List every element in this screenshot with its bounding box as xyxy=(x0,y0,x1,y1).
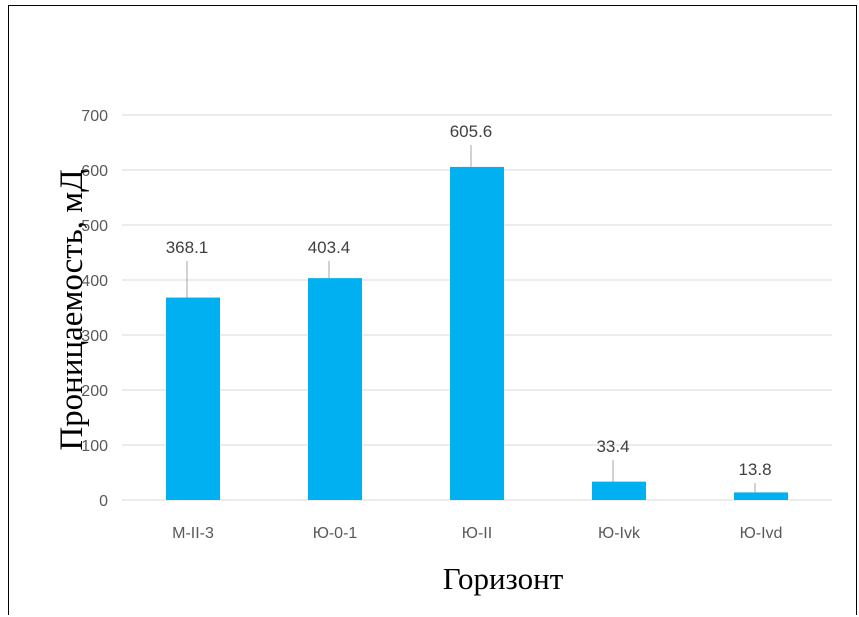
data-label: 33.4 xyxy=(596,437,629,456)
x-tick-label: Ю-Ivk xyxy=(598,525,641,542)
y-tick-label: 500 xyxy=(81,218,108,235)
data-label: 605.6 xyxy=(450,122,493,141)
leader-lines xyxy=(186,145,756,493)
x-tick-label: Ю-II xyxy=(462,525,492,542)
bar xyxy=(592,481,646,500)
chart-frame xyxy=(8,5,857,615)
x-axis-title: Горизонт xyxy=(443,561,564,596)
x-tick-label: Ю-0-1 xyxy=(313,525,358,542)
data-label: 13.8 xyxy=(738,460,771,479)
y-tick-label: 700 xyxy=(81,108,108,125)
y-tick-label: 100 xyxy=(81,438,108,455)
data-label: 368.1 xyxy=(166,238,209,257)
x-tick-label: Ю-Ivd xyxy=(740,525,783,542)
bars xyxy=(166,166,788,501)
y-tick-label: 0 xyxy=(99,493,108,510)
bar xyxy=(308,278,362,500)
y-tick-label: 200 xyxy=(81,383,108,400)
x-axis-ticks: M-II-3 Ю-0-1 Ю-II Ю-Ivk Ю-Ivd xyxy=(172,525,782,542)
y-tick-label: 300 xyxy=(81,328,108,345)
bar xyxy=(734,492,788,500)
y-axis-title: Проницаемость, мД xyxy=(54,169,90,450)
bar xyxy=(450,166,504,501)
bar xyxy=(166,297,220,500)
data-label: 403.4 xyxy=(308,238,351,257)
y-tick-label: 400 xyxy=(81,273,108,290)
data-labels: 368.1 403.4 605.6 33.4 13.8 xyxy=(166,122,772,479)
y-axis-ticks: 0 100 200 300 400 500 600 700 xyxy=(81,108,108,510)
y-tick-label: 600 xyxy=(81,163,108,180)
x-tick-label: M-II-3 xyxy=(172,525,214,542)
